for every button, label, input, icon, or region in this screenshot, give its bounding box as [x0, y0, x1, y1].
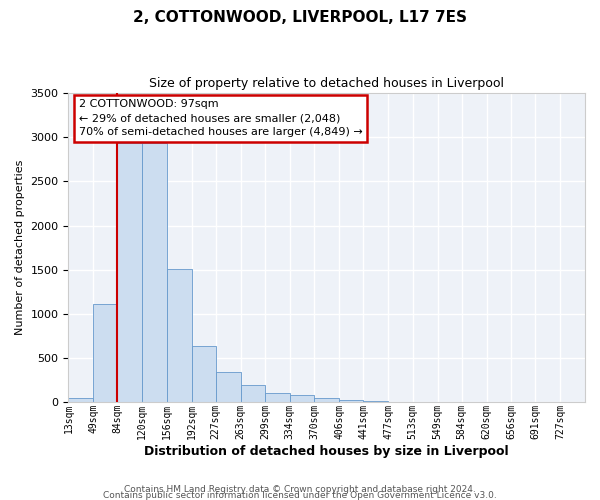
Bar [191, 346, 216, 403]
Bar [118, 142, 142, 402]
Title: Size of property relative to detached houses in Liverpool: Size of property relative to detached ho… [149, 78, 504, 90]
Bar [93, 304, 118, 402]
Text: Contains public sector information licensed under the Open Government Licence v3: Contains public sector information licen… [103, 491, 497, 500]
Text: 2, COTTONWOOD, LIVERPOOL, L17 7ES: 2, COTTONWOOD, LIVERPOOL, L17 7ES [133, 10, 467, 25]
Bar [68, 398, 93, 402]
Bar [265, 392, 290, 402]
Bar [290, 395, 314, 402]
X-axis label: Distribution of detached houses by size in Liverpool: Distribution of detached houses by size … [145, 444, 509, 458]
Bar [142, 142, 167, 402]
Bar [167, 269, 191, 402]
Text: 2 COTTONWOOD: 97sqm
← 29% of detached houses are smaller (2,048)
70% of semi-det: 2 COTTONWOOD: 97sqm ← 29% of detached ho… [79, 99, 362, 137]
Bar [241, 384, 265, 402]
Bar [314, 398, 339, 402]
Bar [216, 372, 241, 402]
Bar [339, 400, 363, 402]
Y-axis label: Number of detached properties: Number of detached properties [15, 160, 25, 336]
Text: Contains HM Land Registry data © Crown copyright and database right 2024.: Contains HM Land Registry data © Crown c… [124, 485, 476, 494]
